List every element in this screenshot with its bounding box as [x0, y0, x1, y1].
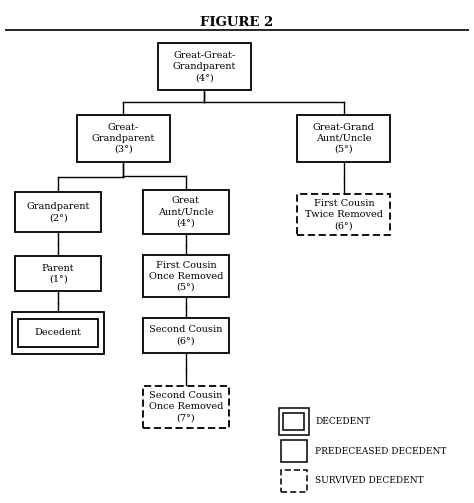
- Bar: [15, 192, 101, 232]
- Text: Great-Great-
Grandparent
(4°): Great-Great- Grandparent (4°): [173, 51, 236, 82]
- Text: Great
Aunt/Uncle
(4°): Great Aunt/Uncle (4°): [158, 197, 214, 228]
- Bar: [12, 312, 104, 354]
- Text: Grandparent
(2°): Grandparent (2°): [27, 202, 90, 222]
- Text: Decedent: Decedent: [35, 328, 82, 338]
- Text: DECEDENT: DECEDENT: [315, 417, 370, 426]
- Text: Great-Grand
Aunt/Uncle
(5°): Great-Grand Aunt/Uncle (5°): [313, 123, 375, 154]
- Bar: [143, 317, 229, 353]
- Bar: [283, 413, 304, 430]
- Bar: [281, 470, 307, 492]
- Bar: [77, 115, 170, 161]
- Text: Second Cousin
Once Removed
(7°): Second Cousin Once Removed (7°): [149, 391, 223, 423]
- Bar: [297, 115, 390, 161]
- Text: First Cousin
Twice Removed
(6°): First Cousin Twice Removed (6°): [305, 199, 383, 230]
- Text: Great-
Grandparent
(3°): Great- Grandparent (3°): [91, 123, 155, 154]
- Text: Parent
(1°): Parent (1°): [42, 264, 74, 284]
- Text: Second Cousin
(6°): Second Cousin (6°): [149, 325, 223, 346]
- Bar: [281, 440, 307, 462]
- Text: First Cousin
Once Removed
(5°): First Cousin Once Removed (5°): [149, 261, 223, 292]
- Bar: [143, 255, 229, 297]
- Bar: [15, 256, 101, 291]
- Bar: [18, 318, 98, 347]
- Text: PREDECEASED DECEDENT: PREDECEASED DECEDENT: [315, 447, 447, 456]
- Text: SURVIVED DECEDENT: SURVIVED DECEDENT: [315, 476, 424, 485]
- Bar: [143, 190, 229, 234]
- Bar: [297, 194, 390, 235]
- Bar: [143, 386, 229, 428]
- Bar: [279, 408, 309, 435]
- Bar: [158, 43, 251, 90]
- Text: FIGURE 2: FIGURE 2: [201, 16, 273, 29]
